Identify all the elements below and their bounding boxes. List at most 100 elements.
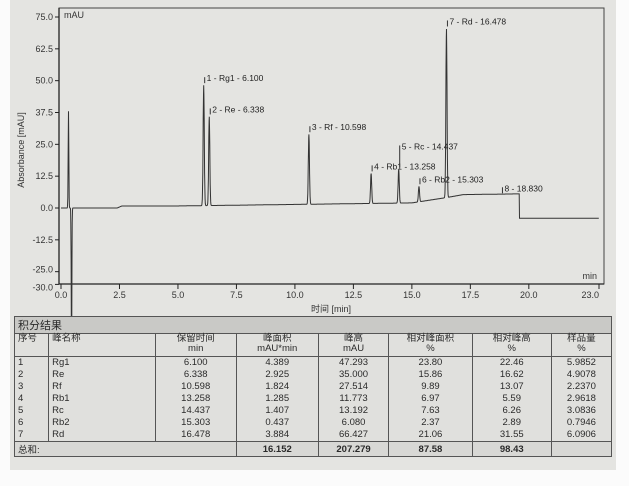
table-cell: Re: [48, 369, 156, 381]
plot-frame: [58, 7, 605, 285]
table-cell: 6.080: [317, 417, 390, 429]
y-tick-label: 50.0: [35, 76, 53, 86]
table-cell: 31.55: [471, 429, 552, 442]
table-cell: Rf: [48, 381, 156, 393]
column-header-name: 相对峰面积: [406, 333, 455, 344]
table-cell: 16.478: [154, 429, 237, 442]
y-unit-label: mAU: [64, 10, 84, 20]
table-cell: 7: [13, 429, 50, 442]
integration-results-table: 积分结果 序号 峰名称 保留时间 min 峰面积 mAU*min 峰高 mAU 相对峰面积% 相对…: [13, 316, 613, 457]
total-rel-area: 87.58: [388, 441, 473, 457]
y-tick-label: -25.0: [32, 265, 53, 275]
x-tick-label: 7.5: [230, 290, 243, 300]
column-header-unit: %: [426, 343, 435, 354]
table-cell: 10.598: [154, 381, 237, 393]
table-cell: 2.9618: [550, 393, 613, 405]
table-cell: 13.192: [317, 405, 390, 417]
column-header-name: 峰名称: [52, 333, 81, 344]
table-cell: 2.925: [235, 369, 319, 381]
x-tick-label: 23.0: [581, 290, 599, 300]
table-title: 积分结果: [14, 316, 612, 334]
chromatogram-trace: [61, 28, 599, 316]
total-height: 207.279: [317, 441, 390, 457]
peak-label: 6 - Rb2 - 15.303: [422, 174, 484, 184]
peak-label: 2 - Re - 6.338: [212, 104, 264, 114]
table-cell: 3: [13, 381, 50, 393]
column-header-name: 峰高: [344, 333, 364, 344]
table-cell: 3.884: [235, 429, 319, 442]
table-cell: Rc: [48, 405, 156, 417]
table-row: 1 Rg1 6.100 4.389 47.293 23.80 22.46 5.9852: [13, 356, 613, 369]
total-row: 总和: 16.152 207.279 87.58 98.43: [14, 441, 613, 457]
x-tick-label: 15.0: [403, 290, 421, 300]
table-cell: 23.80: [388, 356, 473, 369]
column-header: 峰名称: [48, 333, 156, 357]
y-tick-label: 62.5: [35, 44, 53, 54]
table-cell: 22.46: [471, 356, 552, 369]
table-cell: 6.26: [471, 405, 552, 417]
column-header: 相对峰面积%: [388, 333, 473, 357]
table-cell: 4.389: [235, 356, 319, 369]
table-cell: 7.63: [388, 405, 473, 417]
column-header-name: 样品量: [567, 333, 596, 344]
table-cell: 14.437: [154, 405, 237, 417]
table-row: 6 Rb2 15.303 0.437 6.080 2.37 2.89 0.7946: [13, 417, 613, 429]
table-cell: 15.303: [154, 417, 237, 429]
column-header-unit: min: [188, 343, 204, 354]
table-cell: Rb1: [48, 393, 156, 405]
total-rel-height: 98.43: [471, 441, 552, 457]
total-sample: [550, 441, 613, 457]
table-cell: 6.97: [388, 393, 473, 405]
table-cell: 1: [13, 356, 50, 369]
table-cell: 4.9078: [550, 369, 613, 381]
chromatogram-chart: 0.0 2.5 5.0 7.5 10.0 12.5 15.0 17.5 20.0 23.0 75.0…: [16, 7, 605, 316]
table-row: 7 Rd 16.478 3.884 66.427 21.06 31.55 6.0906: [13, 429, 613, 442]
x-tick-label: 0.0: [55, 290, 68, 300]
y-tick-label: 25.0: [35, 139, 53, 149]
column-header: 序号: [13, 333, 50, 357]
x-tick-label: 2.5: [113, 290, 126, 300]
table-row: 2 Re 6.338 2.925 35.000 15.86 16.62 4.9078: [13, 369, 613, 381]
column-header-unit: %: [577, 343, 586, 354]
column-header-name: 相对峰高: [492, 333, 531, 344]
x-tick-label: 20.0: [520, 290, 538, 300]
table-cell: 2.2370: [550, 381, 613, 393]
table-cell: 13.258: [154, 393, 237, 405]
y-tick-label: -12.5: [32, 235, 53, 245]
table-cell: 6.100: [154, 356, 237, 369]
x-tick-label: 10.0: [286, 290, 304, 300]
table-cell: 35.000: [317, 369, 390, 381]
peak-label: 7 - Rd - 16.478: [449, 16, 506, 26]
table-cell: 16.62: [471, 369, 552, 381]
table-cell: 47.293: [317, 356, 390, 369]
column-header-name: 保留时间: [176, 333, 215, 344]
y-axis-title: Absorbance [mAU]: [16, 112, 26, 188]
table-cell: 6.338: [154, 369, 237, 381]
column-header: 峰面积 mAU*min: [235, 333, 319, 357]
x-unit-label: min: [582, 271, 597, 281]
y-tick-label: 75.0: [35, 12, 53, 22]
table-cell: 1.824: [235, 381, 319, 393]
table-cell: 9.89: [388, 381, 473, 393]
table-cell: 15.86: [388, 369, 473, 381]
table-cell: 1.407: [235, 405, 319, 417]
table-cell: 3.0836: [550, 405, 613, 417]
y-tick-label: -30.0: [32, 282, 53, 292]
x-tick-label: 17.5: [462, 290, 480, 300]
table-cell: Rd: [48, 429, 156, 442]
peak-label: 8 - 18.830: [504, 183, 543, 193]
column-header-name: 序号: [18, 333, 38, 344]
table-cell: 6.0906: [550, 429, 613, 442]
peak-label: 4 - Rb1 - 13.258: [374, 161, 436, 171]
column-header-unit: mAU*min: [257, 343, 298, 354]
table-cell: 2.37: [388, 417, 473, 429]
table-row: 3 Rf 10.598 1.824 27.514 9.89 13.07 2.2370: [13, 381, 613, 393]
peak-label: 1 - Rg1 - 6.100: [207, 73, 264, 83]
total-label: 总和:: [14, 441, 237, 457]
column-header-unit: %: [507, 343, 516, 354]
x-tick-label: 12.5: [345, 290, 363, 300]
table-cell: 21.06: [388, 429, 473, 442]
table-cell: 6: [13, 417, 50, 429]
table-cell: 4: [13, 393, 50, 405]
total-area: 16.152: [235, 441, 319, 457]
